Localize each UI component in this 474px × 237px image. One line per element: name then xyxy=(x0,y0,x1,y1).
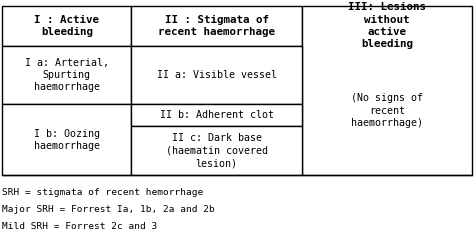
Text: III: Lesions
without
active
bleeding: III: Lesions without active bleeding xyxy=(348,2,426,50)
Text: SRH = stigmata of recent hemorrhage: SRH = stigmata of recent hemorrhage xyxy=(2,188,204,197)
Bar xyxy=(2,104,131,175)
Text: Major SRH = Forrest Ia, 1b, 2a and 2b: Major SRH = Forrest Ia, 1b, 2a and 2b xyxy=(2,205,215,214)
Text: II : Stigmata of
recent haemorrhage: II : Stigmata of recent haemorrhage xyxy=(158,15,275,37)
Text: I b: Oozing
haemorrhage: I b: Oozing haemorrhage xyxy=(34,129,100,151)
Text: I a: Arterial,
Spurting
haemorrhage: I a: Arterial, Spurting haemorrhage xyxy=(25,58,109,92)
Bar xyxy=(131,104,302,126)
Text: II a: Visible vessel: II a: Visible vessel xyxy=(156,70,277,80)
Text: Mild SRH = Forrest 2c and 3: Mild SRH = Forrest 2c and 3 xyxy=(2,222,158,231)
Text: (No signs of
recent
haemorrhage): (No signs of recent haemorrhage) xyxy=(351,93,423,128)
Bar xyxy=(131,126,302,175)
Bar xyxy=(131,46,302,104)
Bar xyxy=(302,6,472,175)
Bar xyxy=(131,6,302,46)
Text: II c: Dark base
(haematin covered
lesion): II c: Dark base (haematin covered lesion… xyxy=(165,133,268,168)
Text: II b: Adherent clot: II b: Adherent clot xyxy=(160,110,273,120)
Bar xyxy=(2,6,131,46)
Text: I : Active
bleeding: I : Active bleeding xyxy=(34,15,100,37)
Bar xyxy=(2,46,131,104)
